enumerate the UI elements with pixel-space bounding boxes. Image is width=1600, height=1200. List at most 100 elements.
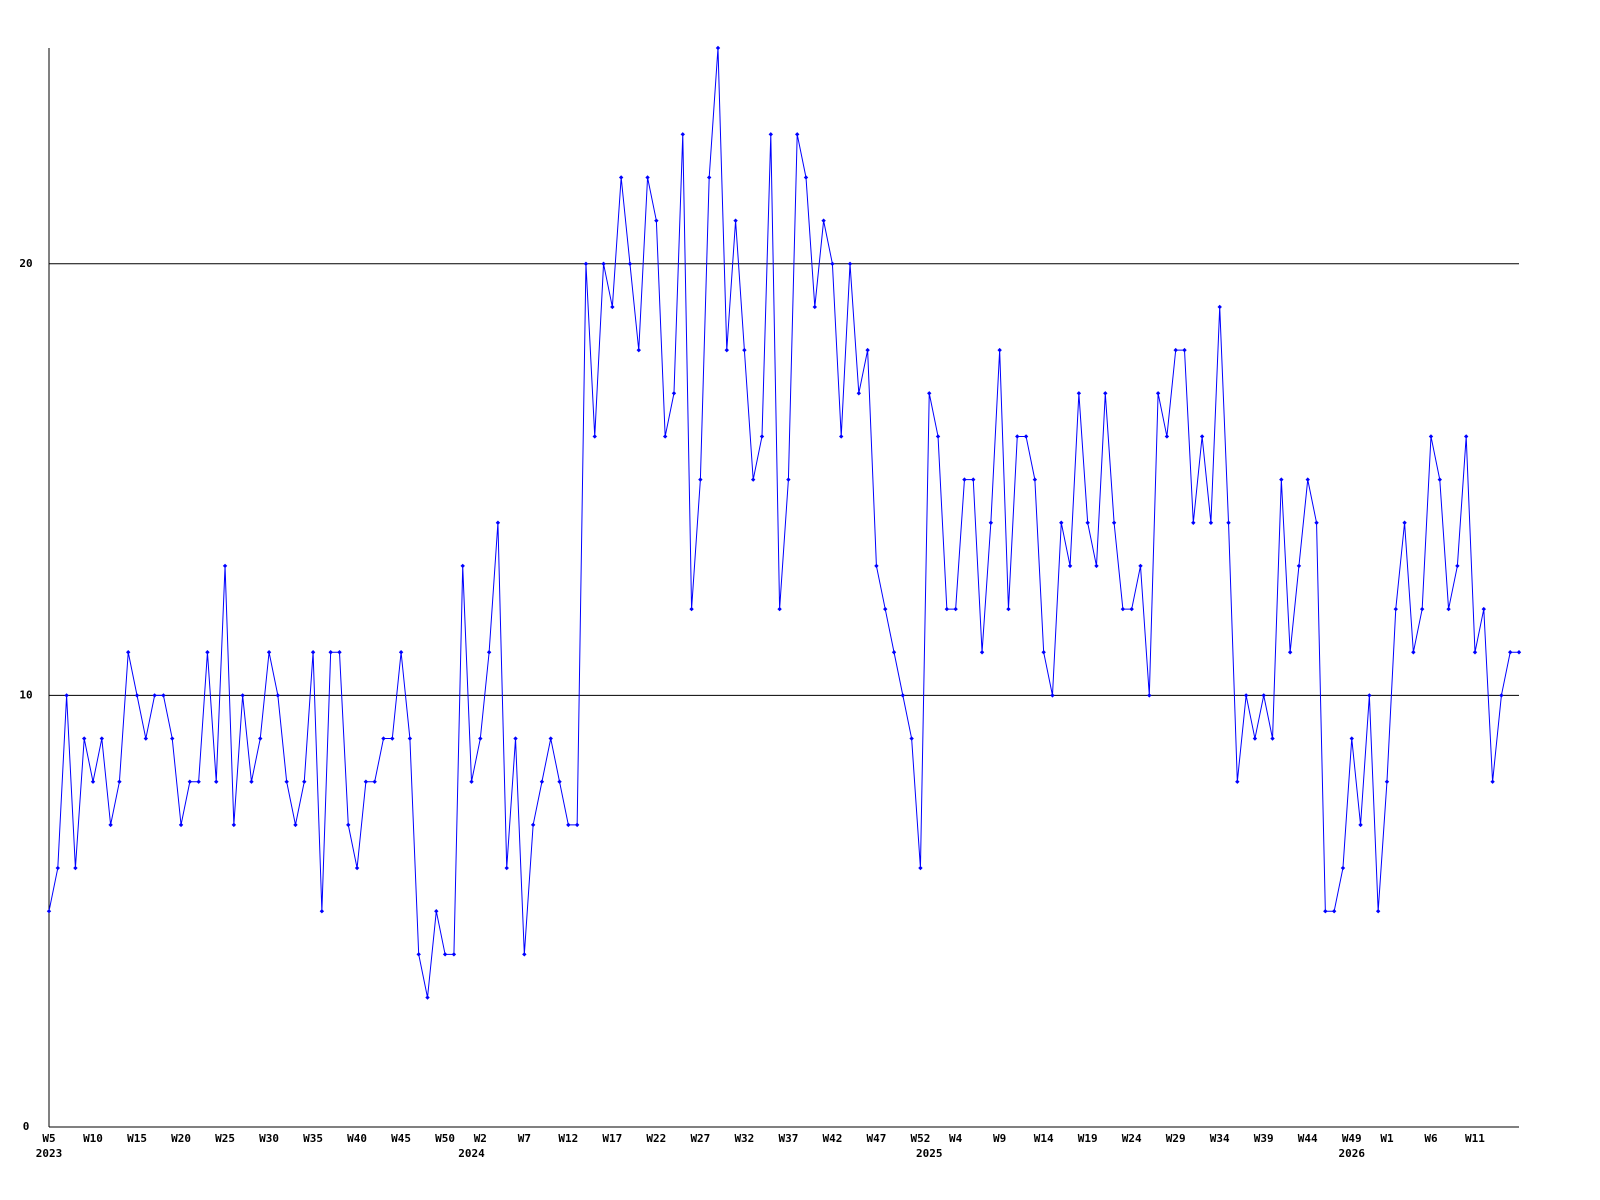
data-point [1516, 650, 1522, 655]
data-point [1243, 693, 1249, 698]
data-point [398, 650, 404, 655]
x-tick-label: W12 [558, 1132, 578, 1145]
data-point [557, 779, 562, 784]
data-point [486, 650, 492, 655]
data-point [618, 175, 624, 180]
data-point [1499, 693, 1504, 698]
x-tick-label: W30 [259, 1132, 279, 1145]
data-point [293, 822, 298, 828]
data-point [1463, 434, 1469, 439]
data-point [971, 477, 976, 482]
x-tick-label: W19 [1078, 1132, 1098, 1145]
data-point [742, 347, 747, 353]
x-tick-label: W52 [910, 1132, 930, 1145]
data-point [795, 132, 800, 137]
data-point [99, 736, 105, 741]
data-point [407, 736, 413, 741]
data-point [1490, 779, 1495, 784]
data-point [152, 693, 157, 698]
x-tick-label: W22 [646, 1132, 666, 1145]
data-point [310, 650, 316, 655]
data-point [1015, 434, 1020, 439]
data-point [610, 304, 615, 310]
data-point [1279, 477, 1284, 482]
data-point [1472, 650, 1478, 655]
data-point [478, 736, 483, 741]
data-point [1050, 693, 1055, 698]
data-point [583, 261, 589, 266]
x-tick-label: W35 [303, 1132, 323, 1145]
data-point [46, 909, 52, 914]
x-tick-label: W40 [347, 1132, 367, 1145]
data-point [1252, 736, 1258, 741]
x-tick-label: W7 [518, 1132, 531, 1145]
data-line [48, 47, 1519, 998]
data-point [108, 822, 113, 828]
x-tick-label: W24 [1122, 1132, 1142, 1145]
x-tick-label: W49 [1342, 1132, 1362, 1145]
x-tick-label: W29 [1166, 1132, 1186, 1145]
data-point [1147, 693, 1152, 698]
data-point [390, 736, 395, 741]
data-point [539, 779, 545, 784]
x-tick-label: W32 [734, 1132, 754, 1145]
data-point [997, 347, 1002, 353]
data-point [381, 736, 386, 741]
data-point [979, 650, 985, 655]
x-tick-label: W45 [391, 1132, 411, 1145]
data-point [469, 779, 474, 784]
x-tick-label: W15 [127, 1132, 147, 1145]
data-point [1191, 520, 1196, 525]
data-point [1411, 650, 1416, 655]
data-point [1270, 736, 1275, 741]
data-point [592, 434, 597, 439]
data-point [715, 45, 721, 51]
data-point [627, 261, 633, 266]
data-point [1059, 520, 1064, 525]
data-point [988, 520, 994, 525]
y-tick-label: 10 [19, 688, 32, 701]
data-point [1287, 650, 1293, 655]
data-point [240, 693, 245, 698]
data-point [1481, 606, 1486, 612]
data-point [222, 563, 228, 569]
data-point [962, 477, 967, 482]
data-point [1208, 520, 1214, 525]
data-point [680, 132, 685, 137]
data-point [768, 132, 773, 137]
data-point [724, 347, 729, 353]
x-tick-label: W47 [866, 1132, 886, 1145]
data-point [1041, 650, 1046, 655]
data-point [935, 434, 941, 439]
data-point [574, 822, 580, 828]
data-point [266, 650, 272, 655]
x-tick-label: W42 [822, 1132, 842, 1145]
data-point [126, 650, 131, 655]
data-point [891, 650, 897, 655]
data-point [82, 736, 87, 741]
data-point [1235, 779, 1240, 784]
x-tick-label: W10 [83, 1132, 103, 1145]
data-point [425, 995, 430, 1000]
data-point [214, 779, 219, 784]
data-point [953, 606, 958, 612]
data-point [918, 865, 923, 871]
data-point [874, 563, 879, 569]
data-point [1085, 520, 1090, 525]
data-point [196, 779, 201, 784]
x-tick-label: W27 [690, 1132, 710, 1145]
data-point [1402, 520, 1407, 525]
y-tick-label: 0 [23, 1120, 30, 1133]
data-point [601, 261, 606, 266]
x-tick-label: W5 [42, 1132, 55, 1145]
data-point [1428, 434, 1434, 439]
data-point [1507, 650, 1513, 655]
data-point [231, 822, 237, 828]
data-point [927, 391, 932, 396]
data-point [1006, 606, 1011, 612]
data-point [662, 434, 668, 439]
x-tick-label: W37 [778, 1132, 798, 1145]
x-tick-label: W11 [1465, 1132, 1485, 1145]
